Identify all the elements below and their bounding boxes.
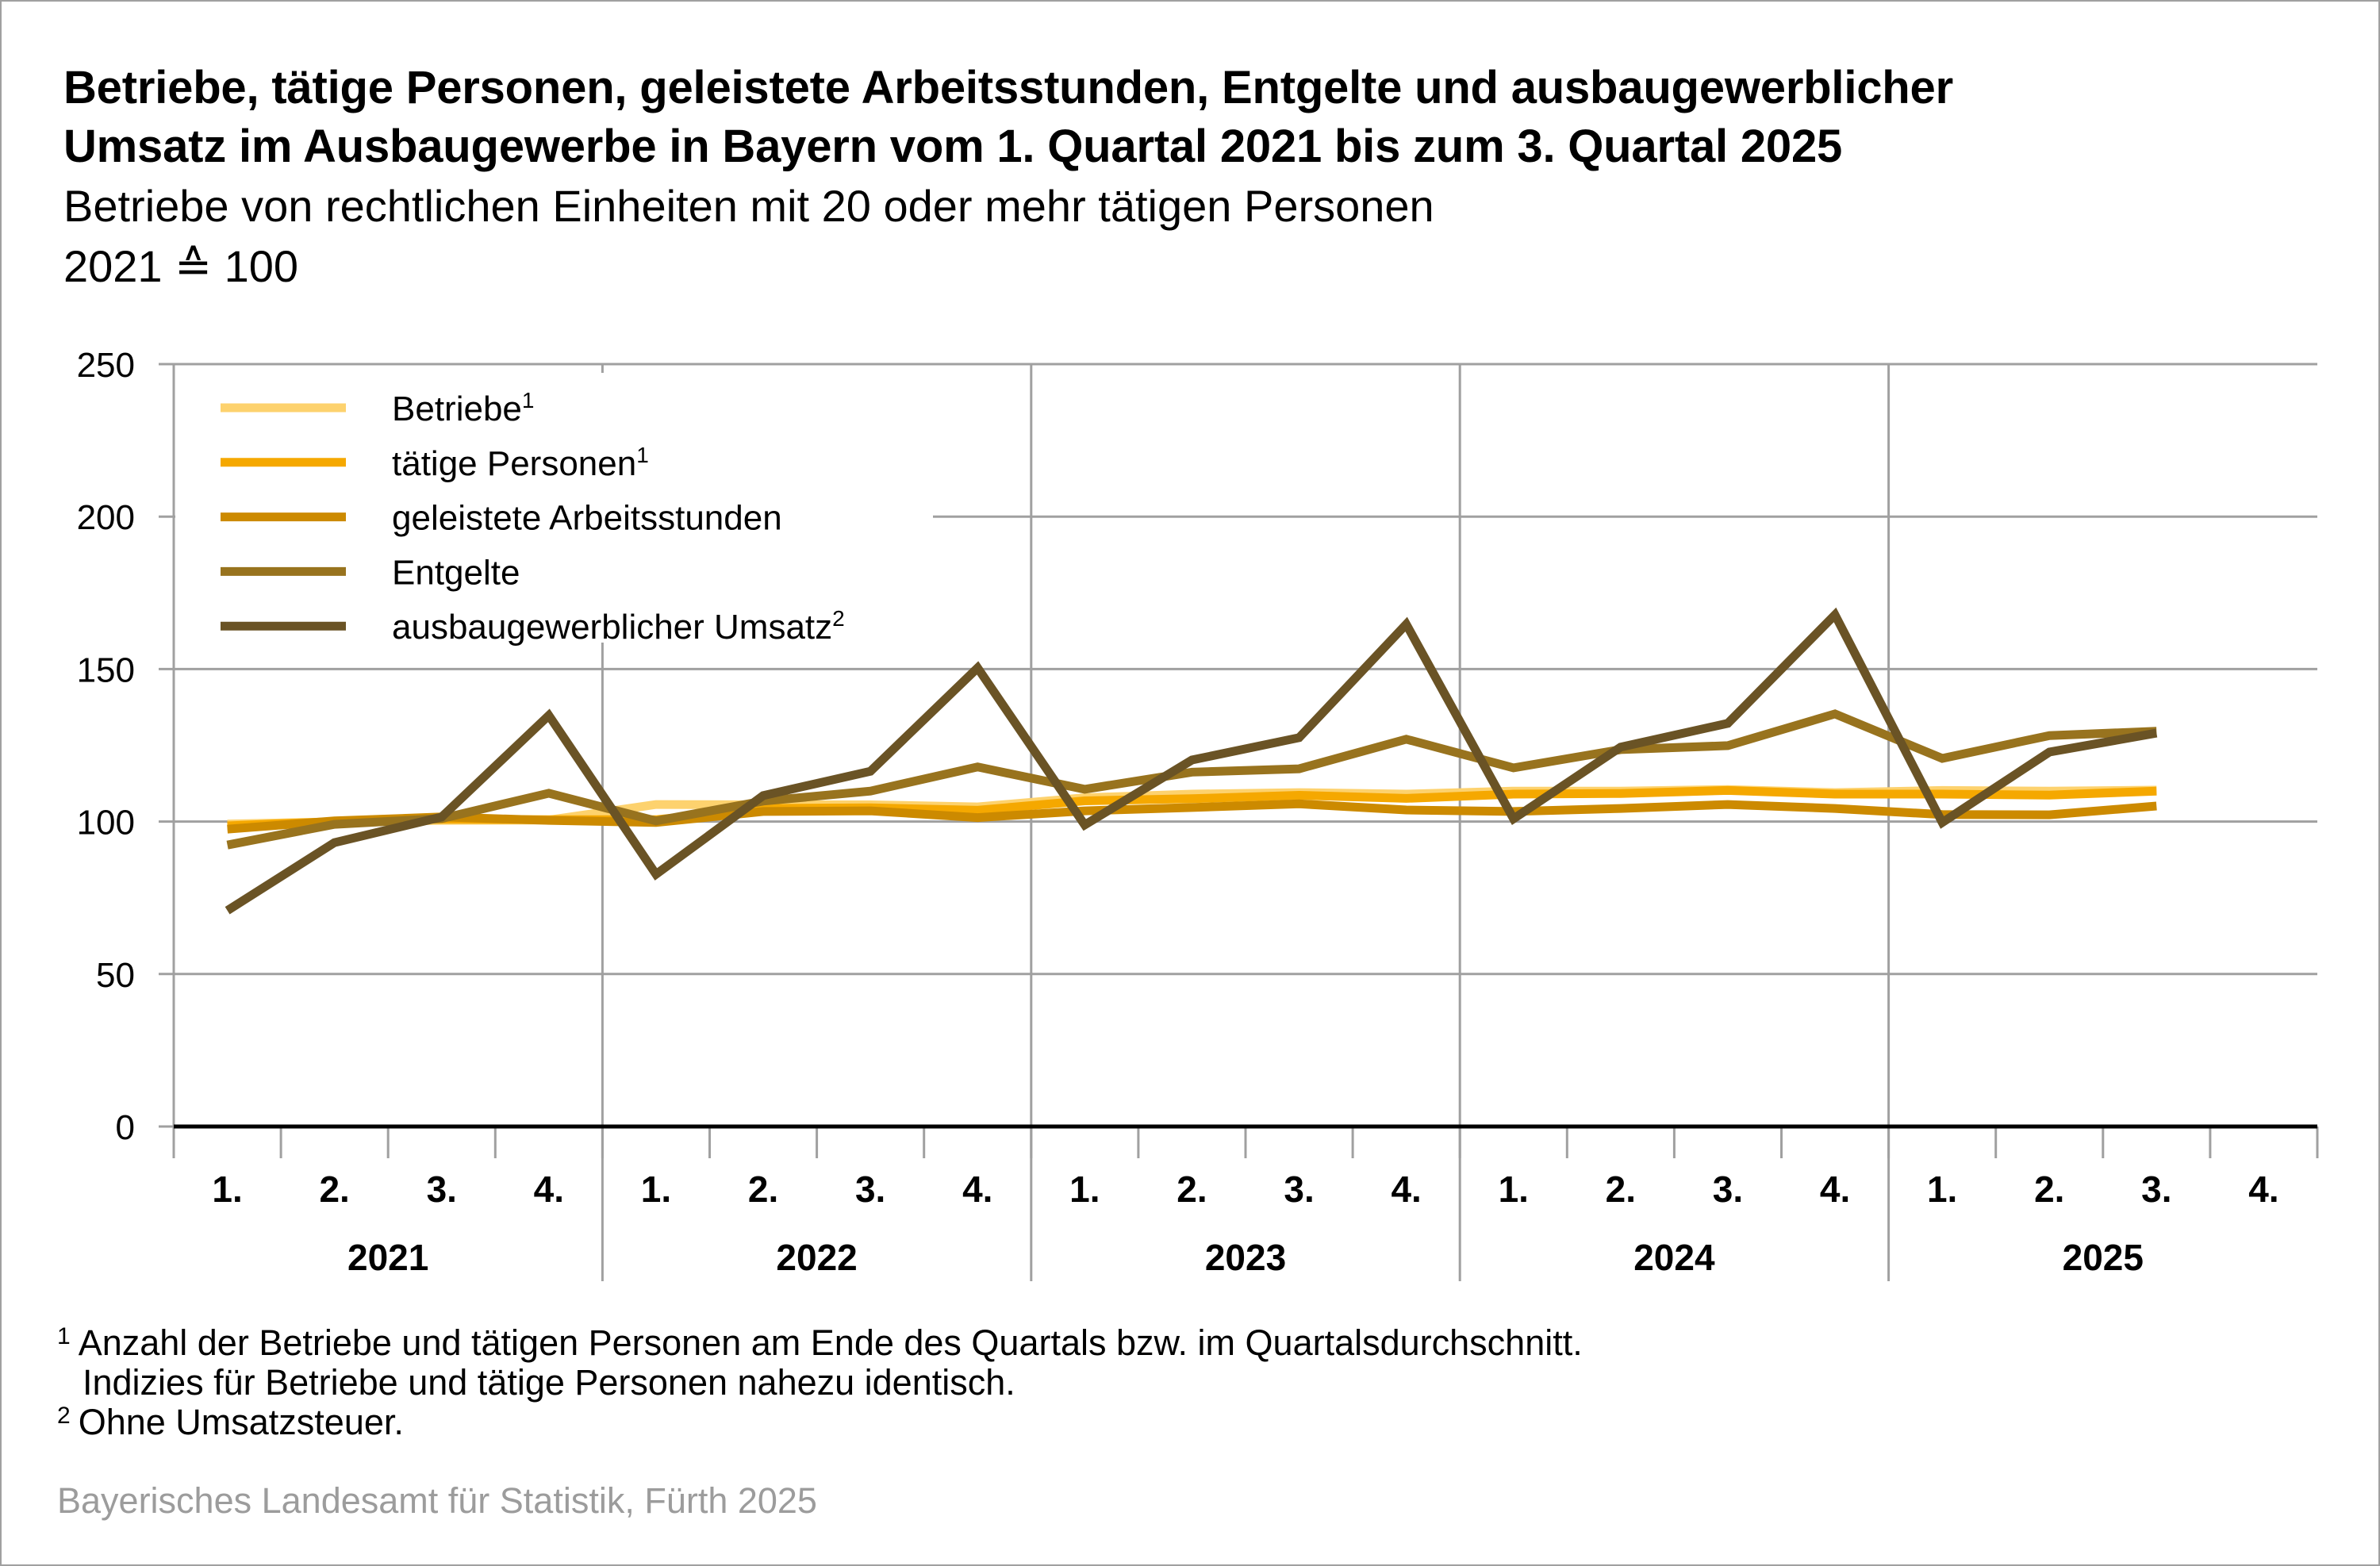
y-tick-label: 150 <box>77 651 135 689</box>
x-tick-label-quarter: 2. <box>2034 1169 2064 1210</box>
footnotes: 1 Anzahl der Betriebe und tätigen Persone… <box>57 1323 1583 1442</box>
legend-label-geleistete-arbeitsstunden: geleistete Arbeitsstunden <box>392 499 782 538</box>
legend: Betriebe1 tätige Personen1 geleistete Arbe… <box>175 373 933 647</box>
x-tick-label-quarter: 4. <box>534 1169 564 1210</box>
x-tick-label-quarter: 1. <box>212 1169 242 1210</box>
x-tick-label-quarter: 3. <box>2141 1169 2171 1210</box>
footnote-marker: 1 <box>57 1323 71 1349</box>
subtitle-line-2: 2021 ≙ 100 <box>63 241 299 291</box>
subtitle-line-1: Betriebe von rechtlichen Einheiten mit 2… <box>63 181 1434 231</box>
footnote-marker: 2 <box>57 1403 71 1429</box>
footnote-1-continued: Indizies für Betriebe und tätige Persone… <box>57 1363 1583 1403</box>
x-tick-label-quarter: 4. <box>2248 1169 2278 1210</box>
series-lines <box>225 607 2158 915</box>
x-tick-label-quarter: 2. <box>1177 1169 1207 1210</box>
x-tick-label-quarter: 3. <box>1713 1169 1743 1210</box>
x-tick-label-quarter: 4. <box>1820 1169 1850 1210</box>
footnote-text: Anzahl der Betriebe und tätigen Personen… <box>78 1322 1583 1363</box>
x-tick-label-year: 2024 <box>1633 1237 1715 1278</box>
chart-subtitle: Betriebe von rechtlichen Einheiten mit 2… <box>63 176 1434 297</box>
legend-label-ausbaugewerblicher-umsatz: ausbaugewerblicher Umsatz2 <box>392 606 845 647</box>
footnote-2: 2 Ohne Umsatzsteuer. <box>57 1403 1583 1442</box>
chart-title-line-2: Umsatz im Ausbaugewerbe in Bayern vom 1.… <box>63 121 1843 172</box>
legend-label-betriebe: Betriebe1 <box>392 388 534 428</box>
legend-label-entgelte: Entgelte <box>392 553 520 592</box>
legend-label-tätige-personen: tätige Personen1 <box>392 443 649 483</box>
x-tick-label-quarter: 4. <box>962 1169 992 1210</box>
x-tick-label-year: 2025 <box>2063 1237 2144 1278</box>
x-tick-label-quarter: 3. <box>1284 1169 1314 1210</box>
y-tick-label: 100 <box>77 804 135 842</box>
y-tick-label: 200 <box>77 498 135 537</box>
y-tick-label: 250 <box>77 346 135 385</box>
x-tick-label-quarter: 4. <box>1391 1169 1421 1210</box>
x-tick-label-quarter: 2. <box>748 1169 778 1210</box>
source-note: Bayerisches Landesamt für Statistik, Für… <box>57 1480 817 1521</box>
x-tick-label-quarter: 2. <box>1606 1169 1636 1210</box>
footnote-1: 1 Anzahl der Betriebe und tätigen Persone… <box>57 1323 1583 1363</box>
footnote-text: Indizies für Betriebe und tätige Persone… <box>83 1362 1015 1403</box>
series-line-ausbaugewerblicher-umsatz <box>225 607 2158 915</box>
x-tick-label-quarter: 1. <box>1499 1169 1529 1210</box>
x-tick-label-quarter: 1. <box>1927 1169 1957 1210</box>
x-tick-label-year: 2022 <box>776 1237 857 1278</box>
y-axis: 0 50 100 150 200 250 <box>77 346 135 1147</box>
series-line-entgelte <box>226 709 2157 850</box>
x-tick-label-quarter: 3. <box>427 1169 457 1210</box>
x-tick-label-year: 2023 <box>1205 1237 1286 1278</box>
chart-title: Betriebe, tätige Personen, geleistete Ar… <box>63 59 1953 176</box>
legend-background <box>175 373 933 643</box>
x-tick-label-quarter: 1. <box>641 1169 671 1210</box>
x-tick-label-quarter: 3. <box>855 1169 885 1210</box>
footnote-text: Ohne Umsatzsteuer. <box>78 1402 404 1442</box>
x-axis: 1. 2. 3. 4. 1. 2. 3. 4. 1. 2. 3. 4. 1. 2. 3. 4. 1. 2. 3. 4.… <box>172 1124 2319 1278</box>
legend-footnote-marker: 1 <box>522 388 535 413</box>
y-tick-label: 0 <box>116 1108 135 1147</box>
series-line-geleistete-arbeitsstunden <box>227 799 2157 834</box>
x-tick-label-year: 2021 <box>347 1237 428 1278</box>
chart-title-line-1: Betriebe, tätige Personen, geleistete Ar… <box>63 62 1953 113</box>
y-tick-label: 50 <box>96 956 135 995</box>
x-tick-label-quarter: 2. <box>319 1169 349 1210</box>
legend-footnote-marker: 2 <box>832 606 845 631</box>
legend-footnote-marker: 1 <box>636 443 649 467</box>
x-tick-label-quarter: 1. <box>1069 1169 1100 1210</box>
